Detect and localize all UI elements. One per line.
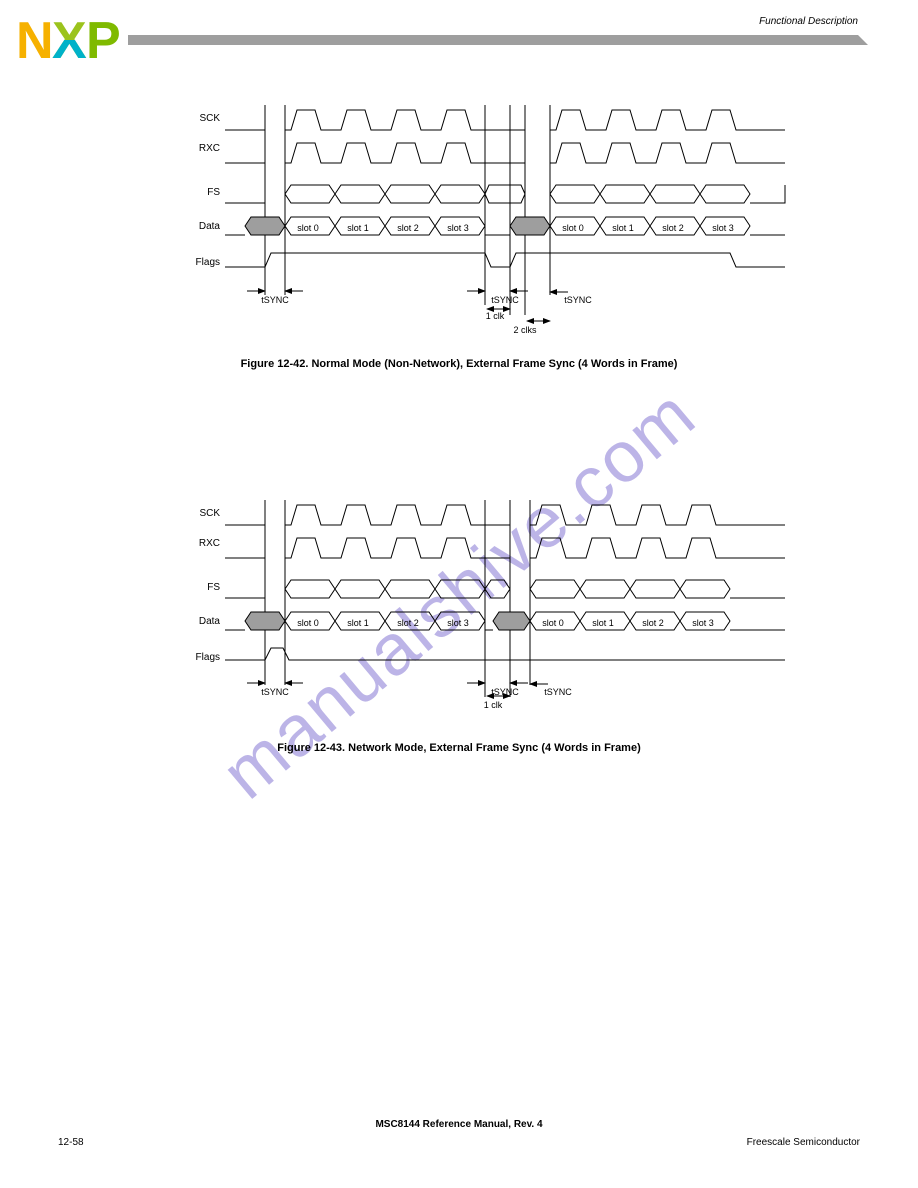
figure-12-42: SCK RXC FS Data Flags: [0, 95, 918, 385]
sig-label-data: Data: [150, 221, 220, 232]
tsync-label: tSYNC: [485, 295, 525, 305]
slot-label: slot 1: [338, 618, 378, 628]
figure-caption-12-43: Figure 12-43. Network Mode, External Fra…: [0, 742, 918, 754]
slot-label: slot 0: [288, 223, 328, 233]
tsync-label: tSYNC: [558, 295, 598, 305]
nxp-logo: N X X P: [16, 10, 124, 70]
slot-label: slot 0: [288, 618, 328, 628]
slot-label: slot 3: [438, 618, 478, 628]
slot-label: slot 3: [703, 223, 743, 233]
tsync-label: tSYNC: [485, 687, 525, 697]
sig-label-sck: SCK: [150, 508, 220, 519]
header-rule: [128, 30, 890, 50]
tsync-label: tSYNC: [538, 687, 578, 697]
slot-label: slot 2: [388, 618, 428, 628]
figure-caption-12-42: Figure 12-42. Normal Mode (Non-Network),…: [0, 358, 918, 370]
sig-label-fs: FS: [150, 582, 220, 593]
header-section-label: Functional Description: [759, 16, 858, 27]
footer-company: Freescale Semiconductor: [747, 1137, 860, 1148]
slot-label: slot 1: [338, 223, 378, 233]
slot-label: slot 0: [533, 618, 573, 628]
sig-label-fs: FS: [150, 187, 220, 198]
svg-text:P: P: [86, 12, 121, 70]
svg-text:N: N: [16, 12, 54, 70]
slot-label: slot 2: [633, 618, 673, 628]
tsync-note: 1 clk: [468, 700, 518, 710]
page-root: N X X P Functional Description manualshi…: [0, 0, 918, 1188]
tsync-note: 2 clks: [500, 325, 550, 335]
tsync-label: tSYNC: [255, 295, 295, 305]
slot-label: slot 3: [438, 223, 478, 233]
sig-label-flags: Flags: [150, 257, 220, 268]
sig-label-data: Data: [150, 616, 220, 627]
tsync-label: tSYNC: [255, 687, 295, 697]
figure-12-43: SCK RXC FS Data Flags: [0, 490, 918, 750]
sig-label-rxc: RXC: [150, 143, 220, 154]
footer-doc-title: MSC8144 Reference Manual, Rev. 4: [0, 1119, 918, 1130]
sig-label-rxc: RXC: [150, 538, 220, 549]
slot-label: slot 1: [603, 223, 643, 233]
slot-label: slot 2: [653, 223, 693, 233]
tsync-note: 1 clk: [470, 311, 520, 321]
slot-label: slot 3: [683, 618, 723, 628]
sig-label-sck: SCK: [150, 113, 220, 124]
sig-label-flags: Flags: [150, 652, 220, 663]
slot-label: slot 2: [388, 223, 428, 233]
slot-label: slot 1: [583, 618, 623, 628]
slot-label: slot 0: [553, 223, 593, 233]
footer-page-number: 12-58: [58, 1137, 84, 1148]
